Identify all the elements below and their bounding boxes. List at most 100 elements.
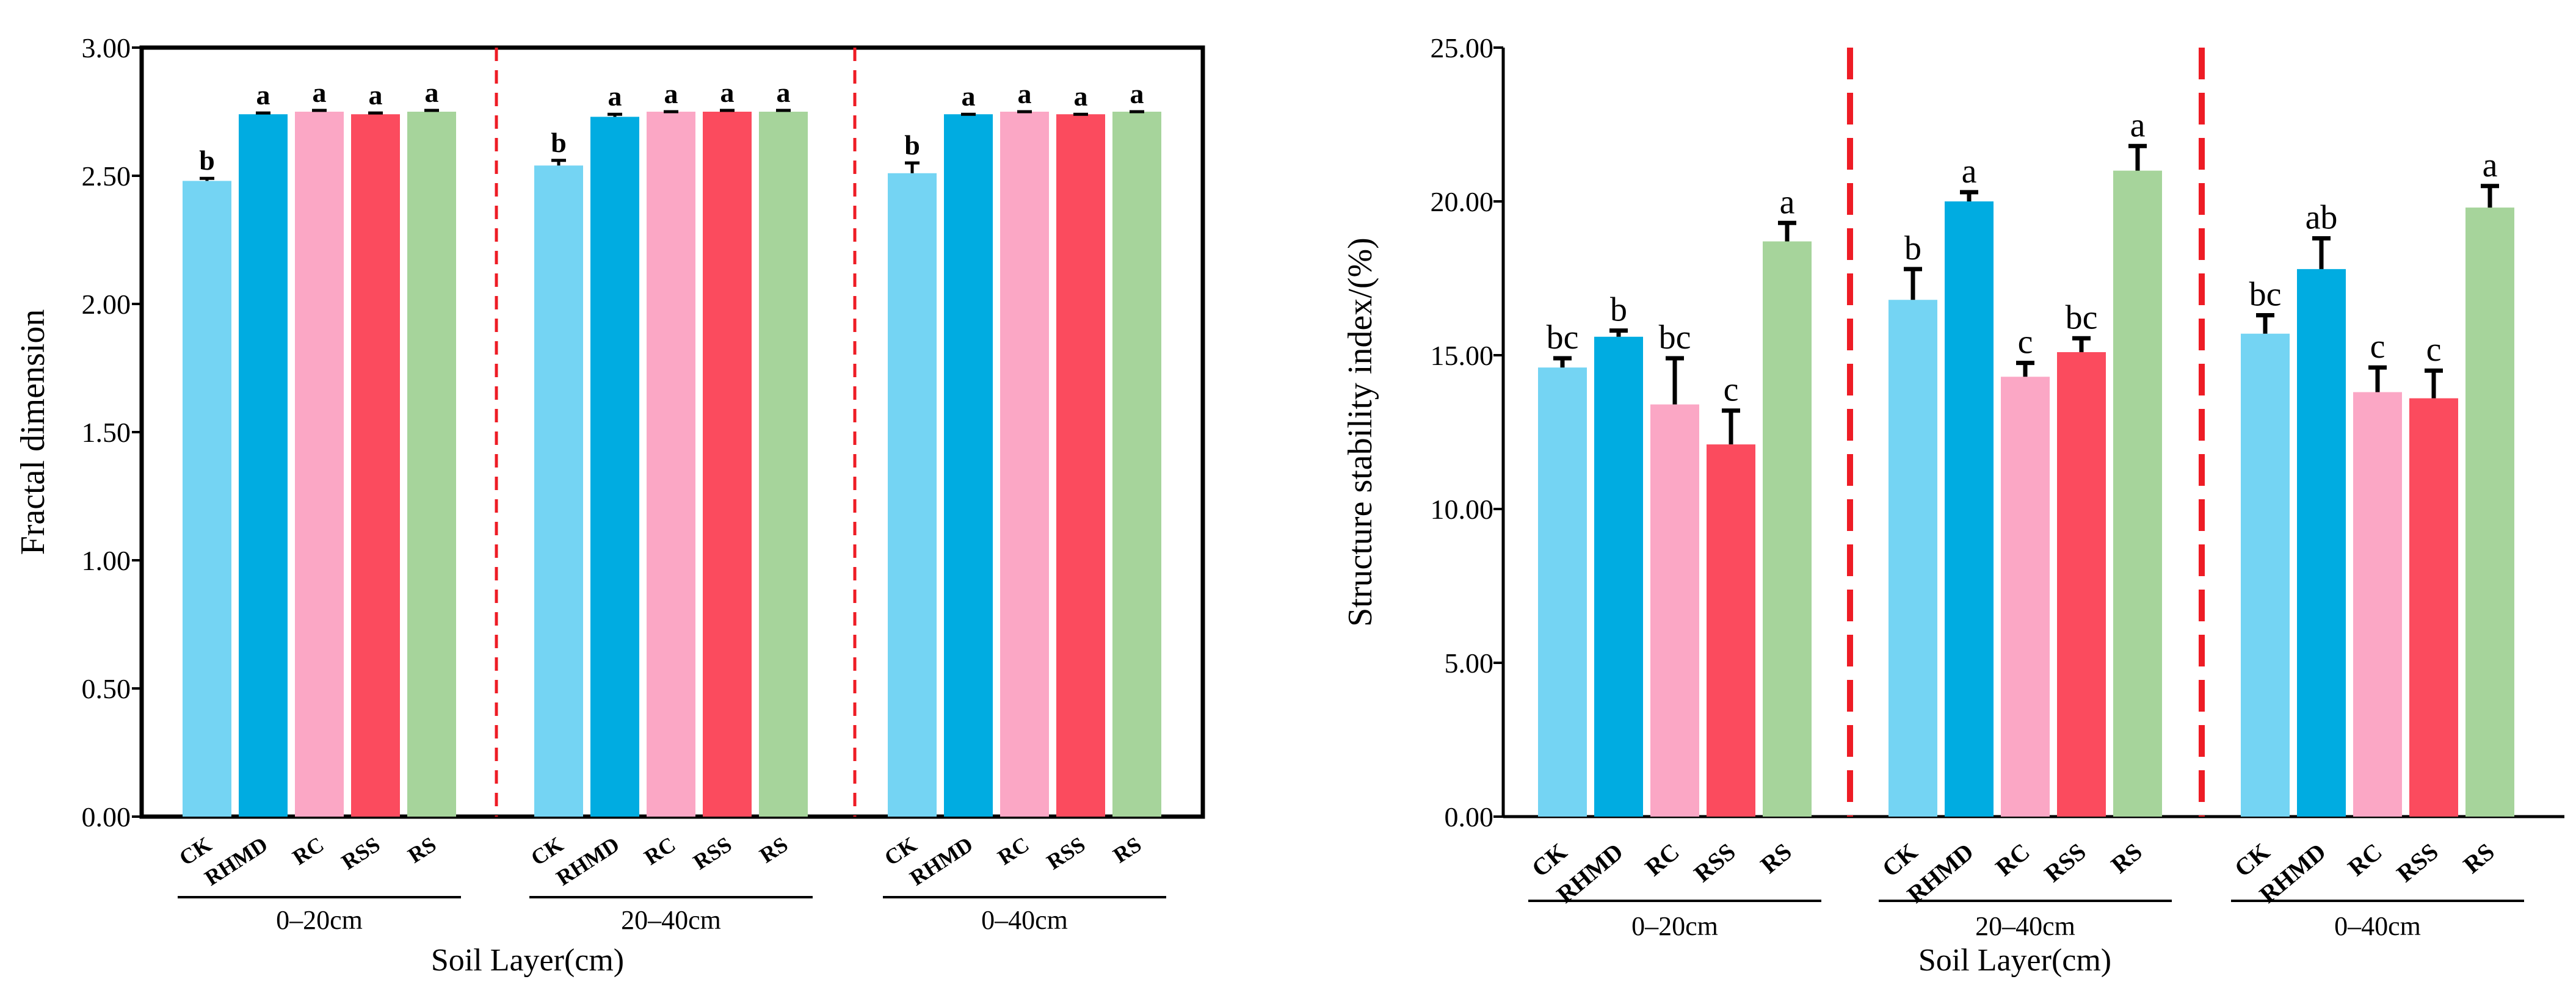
bar-rc — [2353, 392, 2402, 817]
category-label: RHMD — [552, 832, 623, 890]
group-label: 0–20cm — [276, 905, 363, 935]
y-tick-label: 1.00 — [82, 545, 131, 576]
category-label: RC — [640, 832, 680, 870]
significance-label: bc — [2066, 298, 2098, 336]
y-tick-label: 0.00 — [1445, 801, 1494, 832]
x-axis-title: Soil Layer(cm) — [431, 943, 624, 978]
y-tick-label: 15.00 — [1431, 340, 1494, 371]
y-axis-title: Structure stability index/(%) — [1341, 237, 1379, 627]
category-label: RHMD — [200, 832, 272, 890]
significance-label: a — [664, 78, 678, 109]
significance-label: a — [1962, 153, 1977, 190]
y-tick-label: 0.00 — [82, 801, 131, 832]
structure-stability-chart: 0.00 5.00 10.00 15.00 20.00 25.00 Structure st… — [1341, 32, 2564, 978]
bar-ck — [1888, 300, 1937, 817]
significance-label: a — [608, 81, 622, 112]
significance-label: a — [962, 81, 976, 112]
y-tick-label: 3.00 — [82, 32, 131, 63]
bar-rs — [759, 112, 808, 817]
category-label: RS — [1755, 837, 1797, 878]
bar-rc — [295, 112, 344, 817]
group-label: 0–40cm — [2334, 911, 2421, 941]
bar-rs — [2113, 170, 2162, 817]
bar-rc — [1650, 404, 1699, 817]
bar-rs — [407, 112, 456, 817]
significance-label: a — [777, 77, 791, 108]
significance-label: c — [2426, 331, 2442, 369]
significance-label: b — [551, 127, 567, 158]
bar-rss — [1707, 444, 1755, 817]
bar-ck — [888, 173, 937, 817]
category-label: RS — [2458, 837, 2500, 878]
y-tick-label: 5.00 — [1445, 648, 1494, 679]
significance-label: a — [2130, 106, 2146, 144]
bar-rhmd — [1945, 201, 1994, 817]
bar-ck — [183, 181, 231, 817]
significance-label: a — [1074, 81, 1088, 112]
category-label: RS — [2106, 837, 2147, 878]
significance-label: a — [1018, 78, 1032, 109]
significance-label: a — [369, 79, 383, 110]
category-label: RSS — [2392, 837, 2444, 887]
significance-label: b — [1904, 229, 1921, 267]
bar-rc — [2001, 377, 2050, 817]
y-tick-label: 10.00 — [1431, 494, 1494, 525]
y-tick-label: 25.00 — [1431, 32, 1494, 63]
bar-rs — [1763, 241, 1812, 817]
significance-label: b — [199, 145, 215, 176]
category-label: RS — [755, 832, 792, 868]
bar-rss — [1056, 114, 1105, 817]
significance-label: ab — [2306, 198, 2338, 236]
bar-ck — [534, 165, 583, 817]
significance-label: c — [2370, 328, 2386, 366]
significance-label: a — [2483, 146, 2498, 184]
group-label: 20–40cm — [1975, 911, 2075, 941]
bar-rss — [2409, 398, 2458, 817]
category-label: RSS — [2039, 837, 2091, 887]
group-label: 0–20cm — [1631, 911, 1718, 941]
category-label: RS — [1109, 832, 1145, 868]
significance-label: b — [1610, 291, 1627, 329]
category-label: RC — [993, 832, 1033, 870]
significance-label: a — [720, 77, 735, 108]
bar-rc — [1000, 112, 1049, 817]
category-label: RSS — [689, 832, 736, 875]
bar-rhmd — [239, 114, 288, 817]
significance-label: b — [904, 129, 920, 161]
category-label: RSS — [1689, 837, 1741, 887]
significance-label: bc — [1659, 319, 1691, 356]
bar-rhmd — [590, 117, 639, 817]
bar-rhmd — [1594, 336, 1643, 817]
bar-rc — [647, 112, 695, 817]
bar-rss — [351, 114, 400, 817]
significance-label: a — [1780, 183, 1795, 221]
y-tick-label: 2.00 — [82, 289, 131, 320]
y-tick-label: 0.50 — [82, 673, 131, 704]
bar-ck — [2241, 333, 2290, 817]
y-tick-label: 1.50 — [82, 417, 131, 448]
significance-label: a — [1130, 78, 1144, 109]
fractal-dimension-chart: 0.00 0.50 1.00 1.50 2.00 2.50 3.00 Fractal dime… — [14, 32, 1205, 978]
significance-label: c — [2018, 323, 2033, 361]
bar-rhmd — [2297, 269, 2346, 817]
category-label: RC — [1990, 837, 2035, 881]
bar-rhmd — [944, 114, 993, 817]
y-axis-title: Fractal dimension — [14, 309, 52, 555]
category-label: RC — [288, 832, 328, 870]
bar-rss — [2057, 352, 2106, 817]
significance-label: a — [425, 77, 439, 108]
category-label: RSS — [337, 832, 384, 875]
category-label: RHMD — [905, 832, 977, 890]
category-label: RS — [404, 832, 440, 868]
significance-label: bc — [2249, 275, 2282, 313]
bar-ck — [1538, 367, 1587, 817]
group-label: 20–40cm — [621, 905, 721, 935]
y-tick-label: 20.00 — [1431, 186, 1494, 217]
category-label: RC — [1640, 837, 1685, 881]
significance-label: c — [1724, 371, 1739, 409]
bar-rs — [2465, 208, 2514, 817]
significance-label: bc — [1547, 319, 1579, 356]
category-label: RSS — [1042, 832, 1089, 875]
x-axis-title: Soil Layer(cm) — [1918, 943, 2111, 978]
